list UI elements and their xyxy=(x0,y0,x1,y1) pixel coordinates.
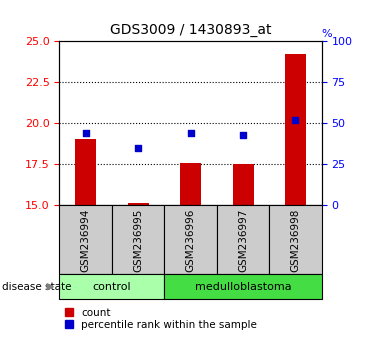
Point xyxy=(240,132,246,137)
Bar xyxy=(232,164,254,205)
Text: medulloblastoma: medulloblastoma xyxy=(195,282,291,292)
Text: %: % xyxy=(322,29,332,39)
Bar xyxy=(180,162,201,205)
Point xyxy=(293,117,299,122)
Title: GDS3009 / 1430893_at: GDS3009 / 1430893_at xyxy=(110,23,271,37)
Point xyxy=(188,130,194,136)
Bar xyxy=(285,54,306,205)
Text: disease state: disease state xyxy=(2,282,71,292)
Point xyxy=(83,130,89,136)
Point xyxy=(135,145,141,150)
Text: GSM236996: GSM236996 xyxy=(185,208,196,272)
Text: control: control xyxy=(93,282,131,292)
Bar xyxy=(75,139,96,205)
Text: GSM236998: GSM236998 xyxy=(290,208,301,272)
Legend: count, percentile rank within the sample: count, percentile rank within the sample xyxy=(65,308,257,330)
Text: GSM236997: GSM236997 xyxy=(238,208,248,272)
Bar xyxy=(128,203,149,205)
Text: GSM236995: GSM236995 xyxy=(133,208,143,272)
Text: GSM236994: GSM236994 xyxy=(80,208,91,272)
